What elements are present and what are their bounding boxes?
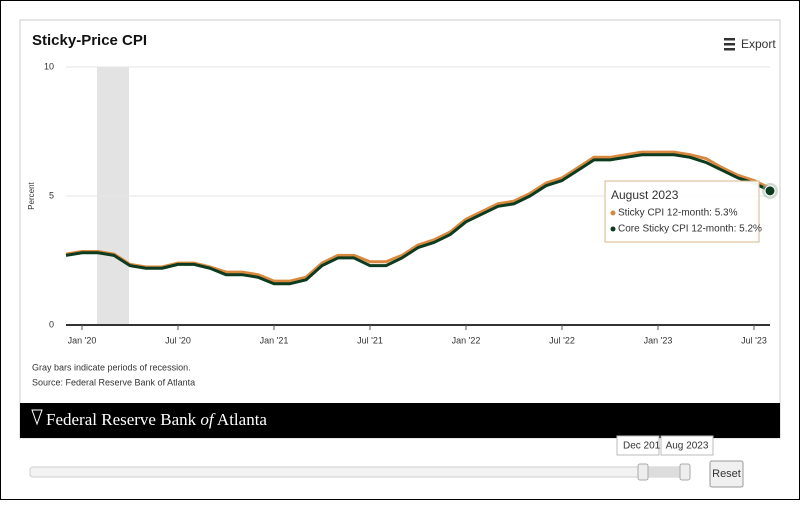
- slider-end-label: Aug 2023: [666, 441, 709, 452]
- banner-part: Federal Reserve Bank: [46, 410, 200, 429]
- plot: 0 5 10 Jan '20 Jul '20 Jan '21 Jul '21 Jan '22 J…: [44, 61, 778, 345]
- x-tick-label: Jan '21: [260, 335, 289, 345]
- y-tick-label: 10: [44, 61, 54, 71]
- x-tick-label: Jan '20: [68, 335, 97, 345]
- banner-text: Federal Reserve Bank of Atlanta: [46, 410, 267, 429]
- x-tick-label: Jan '22: [452, 335, 481, 345]
- slider-label-box: [660, 435, 714, 456]
- export-button[interactable]: Export: [724, 37, 776, 51]
- slider-track[interactable]: [29, 466, 691, 478]
- tooltip-dot: [610, 210, 616, 216]
- banner-part: of: [200, 410, 216, 429]
- banner: [20, 403, 780, 438]
- reset-label[interactable]: Reset: [712, 468, 741, 480]
- x-tick-label: Jul '23: [741, 335, 767, 345]
- banner-logo: [31, 409, 43, 426]
- slider-start-label: Dec 201: [623, 441, 661, 452]
- tooltip-line: Core Sticky CPI 12-month: 5.2%: [618, 224, 762, 235]
- tooltip-dot: [610, 226, 616, 232]
- slider-handle[interactable]: [679, 463, 691, 481]
- menu-icon: [724, 38, 735, 41]
- chart-title: Sticky-Price CPI: [32, 32, 147, 49]
- export-label[interactable]: Export: [741, 37, 776, 51]
- x-tick-label: Jul '21: [357, 335, 383, 345]
- y-axis-label: Percent: [27, 181, 36, 209]
- reset-box[interactable]: [709, 460, 744, 488]
- end-marker: [764, 185, 776, 197]
- x-tick-label: Jul '20: [165, 335, 191, 345]
- x-tick-label: Jul '22: [549, 335, 575, 345]
- tooltip-line: Sticky CPI 12-month: 5.3%: [618, 208, 738, 219]
- slider-handle[interactable]: [637, 463, 649, 481]
- banner-part: Atlanta: [214, 410, 268, 429]
- reset-button[interactable]: Reset: [709, 460, 744, 488]
- menu-icon: [724, 48, 735, 51]
- y-tick-label: 0: [49, 319, 54, 329]
- tooltip: August 2023 Sticky CPI 12-month: 5.3% Core…: [604, 180, 762, 243]
- note: Gray bars indicate periods of recession.: [32, 362, 191, 372]
- tooltip-box: [604, 180, 760, 243]
- slider-label-box: [616, 435, 660, 456]
- y-tick-label: 5: [49, 190, 54, 200]
- note: Source: Federal Reserve Bank of Atlanta: [32, 377, 195, 387]
- menu-icon: [724, 43, 735, 46]
- x-tick-label: Jan '23: [644, 335, 673, 345]
- series-line: [65, 153, 771, 286]
- slider-range[interactable]: [643, 467, 685, 477]
- tooltip-title: August 2023: [611, 188, 679, 202]
